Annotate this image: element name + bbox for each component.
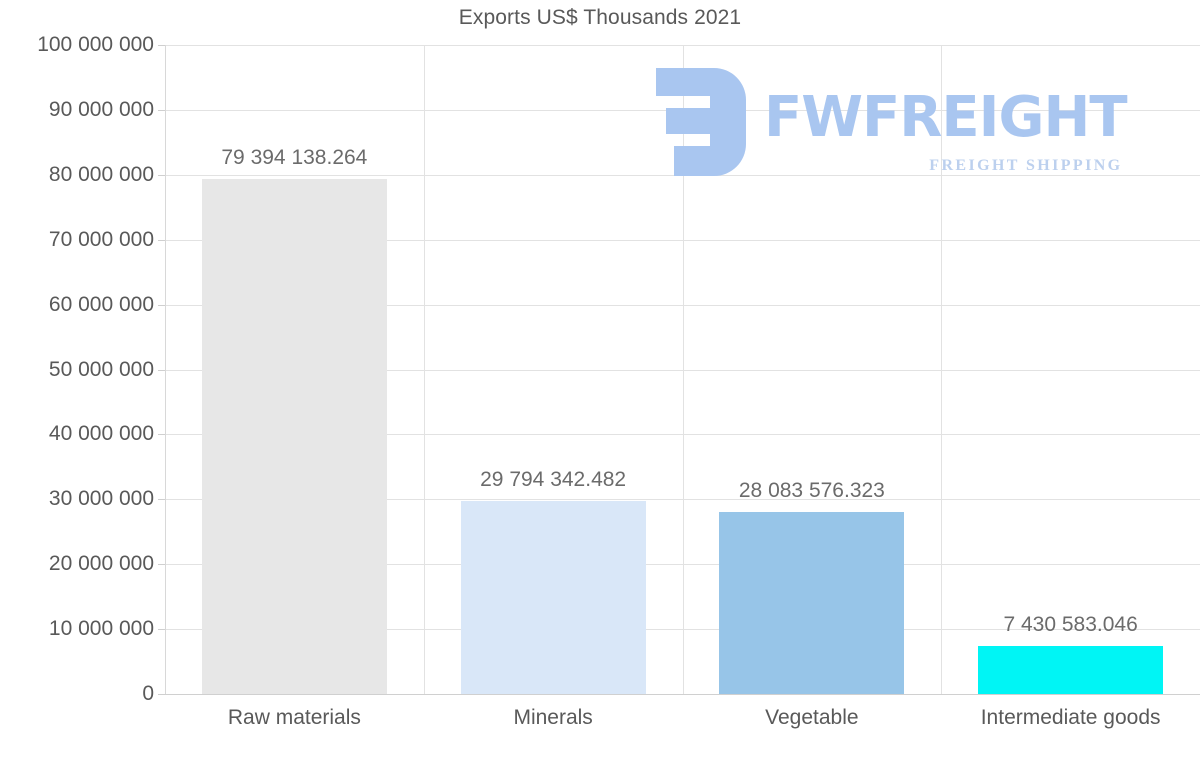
y-axis-tick-label: 100 000 000 xyxy=(37,33,154,56)
y-axis-tick xyxy=(158,434,165,436)
x-axis-category-label: Intermediate goods xyxy=(980,706,1161,729)
gridline-horizontal xyxy=(165,304,1200,306)
bar-value-label: 29 794 342.482 xyxy=(480,467,627,491)
y-axis-tick-label: 80 000 000 xyxy=(48,162,154,186)
y-axis-tick-label: 70 000 000 xyxy=(48,227,154,251)
x-axis-baseline xyxy=(165,694,1200,695)
y-axis-tick-label: 10 000 000 xyxy=(48,617,154,641)
gridline-vertical xyxy=(424,45,425,694)
y-axis-tick-label: 20 000 000 xyxy=(48,552,154,576)
gridline-horizontal xyxy=(165,239,1200,241)
bar[interactable] xyxy=(978,645,1164,694)
y-axis-tick-label: 40 000 000 xyxy=(48,422,154,446)
y-axis-tick xyxy=(158,45,165,46)
y-axis-line xyxy=(165,45,166,695)
x-axis-category-label: Raw materials xyxy=(227,706,361,729)
y-axis-tick xyxy=(158,109,165,111)
y-axis-tick xyxy=(158,499,165,501)
y-axis-tick xyxy=(158,174,165,176)
gridline-horizontal xyxy=(165,629,1200,631)
bar[interactable] xyxy=(719,511,905,694)
x-axis-category-label: Minerals xyxy=(513,706,593,729)
x-axis-category-label: Vegetable xyxy=(765,706,859,729)
plot-area xyxy=(158,45,1200,695)
bar-value-label: 7 430 583.046 xyxy=(1003,612,1138,636)
y-axis-tick-label: 60 000 000 xyxy=(48,292,154,316)
bar-value-label: 28 083 576.323 xyxy=(738,478,885,502)
gridline-horizontal xyxy=(165,564,1200,566)
gridline-horizontal xyxy=(165,45,1200,46)
y-axis-tick-label: 50 000 000 xyxy=(48,357,154,381)
gridline-vertical xyxy=(683,45,684,694)
y-axis-tick-label: 30 000 000 xyxy=(48,487,154,511)
y-axis-tick xyxy=(158,239,165,241)
y-axis-tick-label: 90 000 000 xyxy=(48,97,154,121)
bar[interactable] xyxy=(201,178,387,694)
gridline-horizontal xyxy=(165,434,1200,436)
bar[interactable] xyxy=(460,500,646,694)
chart-title: Exports US$ Thousands 2021 xyxy=(458,6,742,29)
y-axis-tick-label: 0 xyxy=(142,682,154,705)
y-axis-tick xyxy=(158,629,165,631)
y-axis-tick xyxy=(158,369,165,371)
y-axis-tick xyxy=(158,694,165,695)
gridline-vertical xyxy=(941,45,942,694)
gridline-horizontal xyxy=(165,369,1200,371)
gridline-horizontal xyxy=(165,499,1200,501)
bar-value-label: 79 394 138.264 xyxy=(221,145,368,169)
y-axis-tick xyxy=(158,564,165,566)
y-axis-tick xyxy=(158,304,165,306)
